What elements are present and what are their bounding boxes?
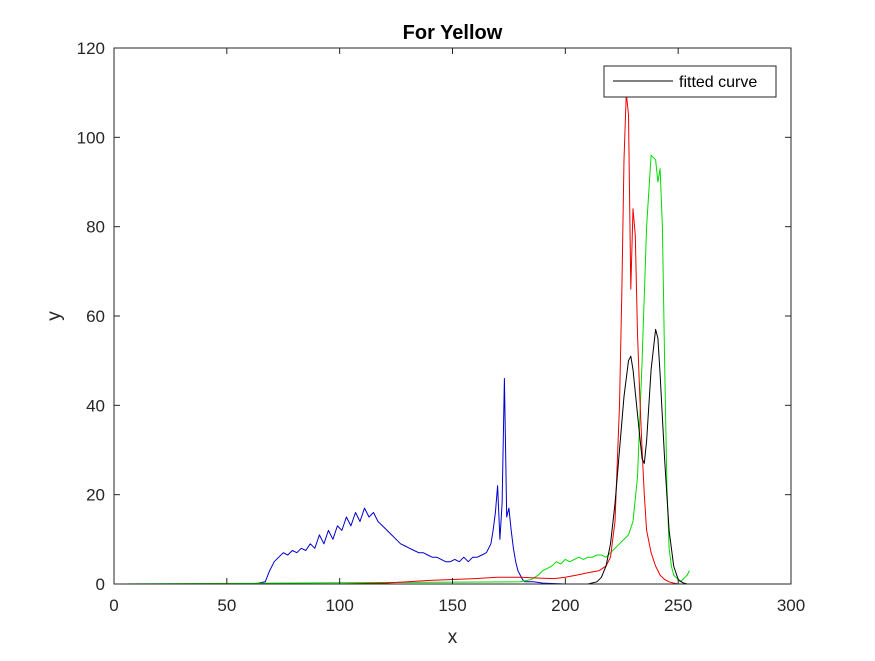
x-tick-label: 300: [777, 596, 805, 615]
x-tick-label: 150: [438, 596, 466, 615]
y-axis-label: y: [44, 311, 65, 321]
x-tick-label: 100: [325, 596, 353, 615]
y-tick-label: 80: [86, 218, 105, 237]
y-tick-label: 0: [96, 575, 105, 594]
x-tick-label: 250: [664, 596, 692, 615]
x-tick-label: 200: [551, 596, 579, 615]
y-tick-label: 40: [86, 396, 105, 415]
y-tick-label: 20: [86, 486, 105, 505]
tick-layer: 0 50 100 150 200 250 300 0 20 40 60 80 100 120: [77, 39, 806, 615]
y-tick-label: 60: [86, 307, 105, 326]
x-tick-label: 0: [109, 596, 118, 615]
legend-entry-fitted-curve: fitted curve: [679, 74, 757, 91]
x-tick-label: 50: [217, 596, 236, 615]
chart-title: For Yellow: [403, 22, 503, 44]
plot-area-background: [114, 48, 791, 584]
series-line-curve-3: [114, 92, 791, 585]
x-axis-label: x: [448, 627, 458, 648]
legend: fitted curve: [603, 65, 777, 98]
series-line-curve-1: [114, 378, 791, 585]
series-layer: [113, 92, 791, 585]
series-line-curve-2: [113, 154, 690, 585]
y-tick-label: 100: [77, 128, 105, 147]
series-line-fitted-curve: [114, 328, 791, 585]
y-tick-label: 120: [77, 39, 105, 58]
